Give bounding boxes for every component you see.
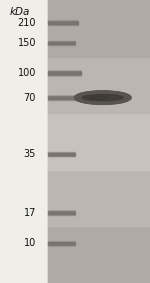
Bar bbox=[48, 75, 81, 76]
Bar bbox=[48, 73, 81, 74]
Bar bbox=[0, 0, 48, 283]
Bar bbox=[48, 96, 81, 97]
Text: 210: 210 bbox=[18, 18, 36, 28]
Ellipse shape bbox=[75, 91, 131, 104]
Bar bbox=[48, 95, 81, 96]
Ellipse shape bbox=[75, 91, 130, 104]
Bar bbox=[48, 210, 75, 211]
Bar bbox=[48, 70, 81, 71]
Bar bbox=[48, 212, 75, 213]
Text: kDa: kDa bbox=[9, 7, 30, 17]
Text: 35: 35 bbox=[24, 149, 36, 159]
Bar bbox=[48, 0, 150, 57]
Ellipse shape bbox=[74, 91, 131, 104]
Bar bbox=[48, 170, 150, 226]
Ellipse shape bbox=[75, 91, 130, 104]
Text: 17: 17 bbox=[24, 208, 36, 218]
Bar bbox=[48, 152, 75, 153]
Ellipse shape bbox=[90, 96, 107, 99]
Bar bbox=[48, 0, 150, 283]
Bar bbox=[48, 57, 150, 113]
Ellipse shape bbox=[82, 95, 123, 101]
Ellipse shape bbox=[75, 91, 131, 104]
Bar bbox=[48, 72, 81, 73]
Ellipse shape bbox=[75, 91, 131, 104]
Bar bbox=[48, 226, 150, 283]
Ellipse shape bbox=[75, 91, 130, 104]
Bar bbox=[48, 242, 75, 243]
Bar bbox=[48, 23, 78, 24]
Ellipse shape bbox=[75, 91, 130, 104]
Ellipse shape bbox=[75, 91, 130, 104]
Bar bbox=[48, 241, 75, 242]
Bar bbox=[48, 42, 75, 43]
Bar bbox=[48, 99, 81, 100]
Bar bbox=[48, 97, 81, 98]
Ellipse shape bbox=[75, 91, 131, 104]
Bar bbox=[48, 214, 75, 215]
Bar bbox=[48, 244, 75, 245]
Bar bbox=[48, 113, 150, 170]
Bar bbox=[48, 22, 78, 23]
Text: 70: 70 bbox=[24, 93, 36, 103]
Text: 150: 150 bbox=[18, 38, 36, 48]
Bar bbox=[48, 155, 75, 156]
Bar bbox=[48, 71, 81, 72]
Bar bbox=[48, 21, 78, 22]
Bar bbox=[48, 243, 75, 244]
Bar bbox=[48, 213, 75, 214]
Bar bbox=[48, 24, 78, 25]
Ellipse shape bbox=[75, 91, 131, 104]
Bar bbox=[48, 154, 75, 155]
Text: 100: 100 bbox=[18, 68, 36, 78]
Ellipse shape bbox=[75, 91, 130, 104]
Bar bbox=[48, 74, 81, 75]
Ellipse shape bbox=[74, 91, 131, 104]
Bar bbox=[48, 98, 81, 99]
Bar bbox=[48, 44, 75, 45]
Bar bbox=[48, 43, 75, 44]
Bar bbox=[48, 41, 75, 42]
Ellipse shape bbox=[75, 91, 131, 104]
Bar bbox=[48, 211, 75, 212]
Ellipse shape bbox=[75, 91, 131, 104]
Ellipse shape bbox=[75, 91, 131, 104]
Bar bbox=[48, 20, 78, 21]
Text: 10: 10 bbox=[24, 238, 36, 248]
Bar bbox=[48, 153, 75, 154]
Bar bbox=[48, 245, 75, 246]
